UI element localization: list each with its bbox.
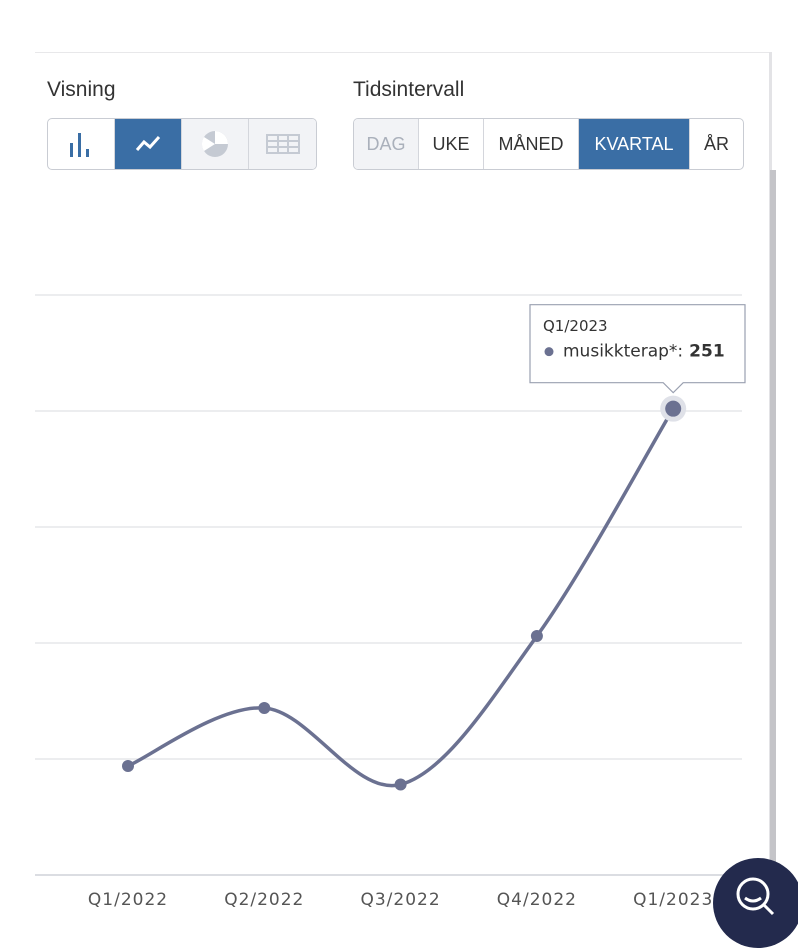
x-tick-label: Q4/2022 [497,890,577,910]
pie-icon [201,131,228,157]
interval-group: DAG UKE MÅNED KVARTAL ÅR [353,118,744,170]
interval-button[interactable]: DAG [354,119,419,169]
x-tick-label: Q1/2023 [633,890,713,910]
series-line [127,407,675,788]
x-tick-label: Q2/2022 [224,890,304,910]
table-view-button[interactable] [249,119,316,169]
pie-view-button[interactable] [182,119,249,169]
interval-button[interactable]: ÅR [703,133,729,154]
point-halo [660,395,687,422]
tooltip-name: musikkterap*: [563,342,683,362]
x-tick-label: Q3/2022 [360,890,440,910]
data-point [394,778,407,791]
interval-button[interactable]: KVARTAL [579,119,690,169]
top-border [35,52,770,53]
table-icon [265,134,300,154]
search-icon [736,877,775,916]
view-label: Visning [47,78,116,101]
tooltip-title: Q1/2023 [543,317,608,335]
tooltip-value: 251 [689,342,725,362]
bar-view-button[interactable] [48,119,115,169]
tooltip: Q1/2023 musikkterap*: 251 [529,304,746,394]
data-point [258,701,271,714]
interval-button[interactable]: MÅNED [484,119,579,169]
tooltip-label: musikkterap*: 251 [563,342,725,362]
x-tick-label: Q1/2022 [88,890,168,910]
search-button[interactable] [713,858,798,948]
tooltip-marker [544,347,554,357]
bar-icon [70,133,89,157]
data-point [530,630,543,643]
line-icon [135,135,161,151]
tooltip-box [529,304,746,394]
scrollbar[interactable] [770,170,776,870]
line-view-button[interactable] [115,119,182,169]
view-group [47,118,317,170]
interval-label: Tidsintervall [353,78,465,101]
interval-button[interactable]: UKE [419,119,484,169]
data-point [122,759,134,772]
data-point [665,400,682,417]
